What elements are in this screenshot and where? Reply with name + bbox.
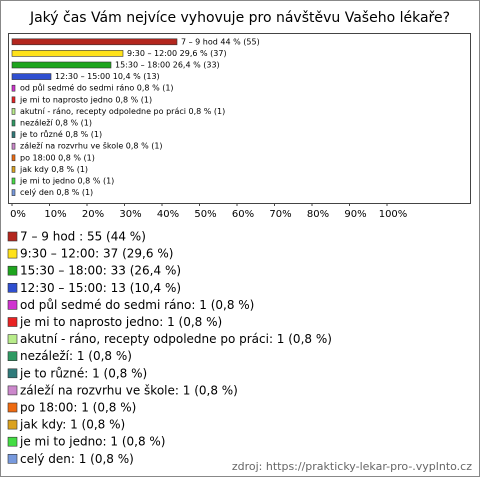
bar: [11, 119, 16, 127]
bar-label: nezáleží 0,8 % (1): [20, 119, 92, 128]
source: zdroj: https://prakticky-lekar-pro-.vypl…: [232, 460, 472, 473]
bar-label: od půl sedmé do sedmi ráno 0,8 % (1): [20, 83, 174, 93]
bar-label: je mi to naprosto jedno 0,8 % (1): [19, 95, 152, 104]
legend-label: záleží na rozvrhu ve škole: 1 (0,8 %): [20, 383, 238, 397]
legend-swatch: [7, 282, 18, 293]
bar: [11, 108, 16, 115]
bar-label: akutní - ráno, recepty odpoledne po prác…: [20, 107, 225, 116]
legend-swatch: [7, 248, 18, 259]
bar-label: jak kdy 0,8 % (1): [19, 165, 88, 174]
bar: [11, 131, 16, 138]
legend-swatch: [7, 231, 18, 242]
legend-label: po 18:00: 1 (0,8 %): [20, 401, 136, 415]
legend-swatch: [7, 419, 18, 430]
legend-label: je mi to naprosto jedno: 1 (0,8 %): [19, 315, 222, 329]
bar-label: je to různé 0,8 % (1): [19, 129, 102, 139]
x-tick-label: 100%: [379, 209, 408, 220]
bar: [11, 96, 16, 104]
x-tick-label: 80%: [307, 209, 329, 220]
x-tick-label: 30%: [119, 209, 141, 220]
x-tick-label: 50%: [194, 209, 216, 220]
bar: [11, 142, 16, 150]
legend-label: akutní - ráno, recepty odpoledne po prác…: [20, 332, 332, 346]
bar-label: po 18:00 0,8 % (1): [20, 153, 95, 162]
x-tick-label: 20%: [82, 209, 104, 220]
bar-label: 15:30 – 18:00 26,4 % (33): [115, 61, 220, 70]
legend-swatch: [7, 436, 18, 447]
bar: [11, 84, 16, 92]
legend-label: 7 – 9 hod : 55 (44 %): [20, 230, 146, 244]
legend-label: je to různé: 1 (0,8 %): [19, 366, 147, 380]
legend-swatch: [7, 453, 18, 464]
legend-swatch: [7, 385, 18, 396]
legend-label: 15:30 – 18:00: 33 (26,4 %): [20, 264, 181, 278]
legend-label: jak kdy: 1 (0,8 %): [19, 418, 125, 432]
x-tick-label: 0%: [10, 209, 26, 220]
legend-swatch: [7, 402, 18, 413]
x-tick-label: 10%: [44, 209, 66, 220]
x-tick-label: 90%: [344, 209, 366, 220]
legend-label: celý den: 1 (0,8 %): [20, 452, 134, 466]
legend-swatch: [7, 317, 18, 327]
bar-label: 12:30 – 15:00 10,4 % (13): [55, 72, 160, 81]
bar: [11, 61, 112, 69]
bar: [11, 73, 52, 80]
bar-label: celý den 0,8 % (1): [20, 188, 93, 197]
legend-label: 12:30 – 15:00: 13 (10,4 %): [20, 281, 181, 295]
bar: [11, 154, 16, 162]
legend-swatch: [7, 334, 18, 344]
legend-label: je mi to jedno: 1 (0,8 %): [19, 435, 165, 449]
x-tick-label: 40%: [157, 209, 179, 220]
bar-label: 9:30 – 12:00 29,6 % (37): [127, 49, 227, 58]
bar-label: 7 – 9 hod 44 % (55): [181, 37, 260, 46]
x-tick-label: 60%: [232, 209, 254, 220]
x-tick-label: 70%: [269, 209, 291, 220]
bar: [11, 166, 16, 173]
legend-swatch: [7, 368, 18, 379]
legend-label: nezáleží: 1 (0,8 %): [20, 349, 132, 363]
chart-title: Jaký čas Vám nejvíce vyhovuje pro návště…: [29, 10, 450, 26]
bar-label: záleží na rozvrhu ve škole 0,8 % (1): [20, 141, 163, 151]
bar: [11, 50, 124, 57]
bar: [11, 38, 178, 46]
legend-swatch: [7, 300, 18, 310]
legend-label: od půl sedmé do sedmi ráno: 1 (0,8 %): [20, 298, 254, 312]
legend-swatch: [7, 265, 18, 276]
bar-label: je mi to jedno 0,8 % (1): [19, 177, 114, 186]
legend-label: 9:30 – 12:00: 37 (29,6 %): [20, 247, 173, 261]
legend-swatch: [7, 351, 18, 362]
bar: [11, 189, 16, 196]
bar: [11, 177, 16, 185]
